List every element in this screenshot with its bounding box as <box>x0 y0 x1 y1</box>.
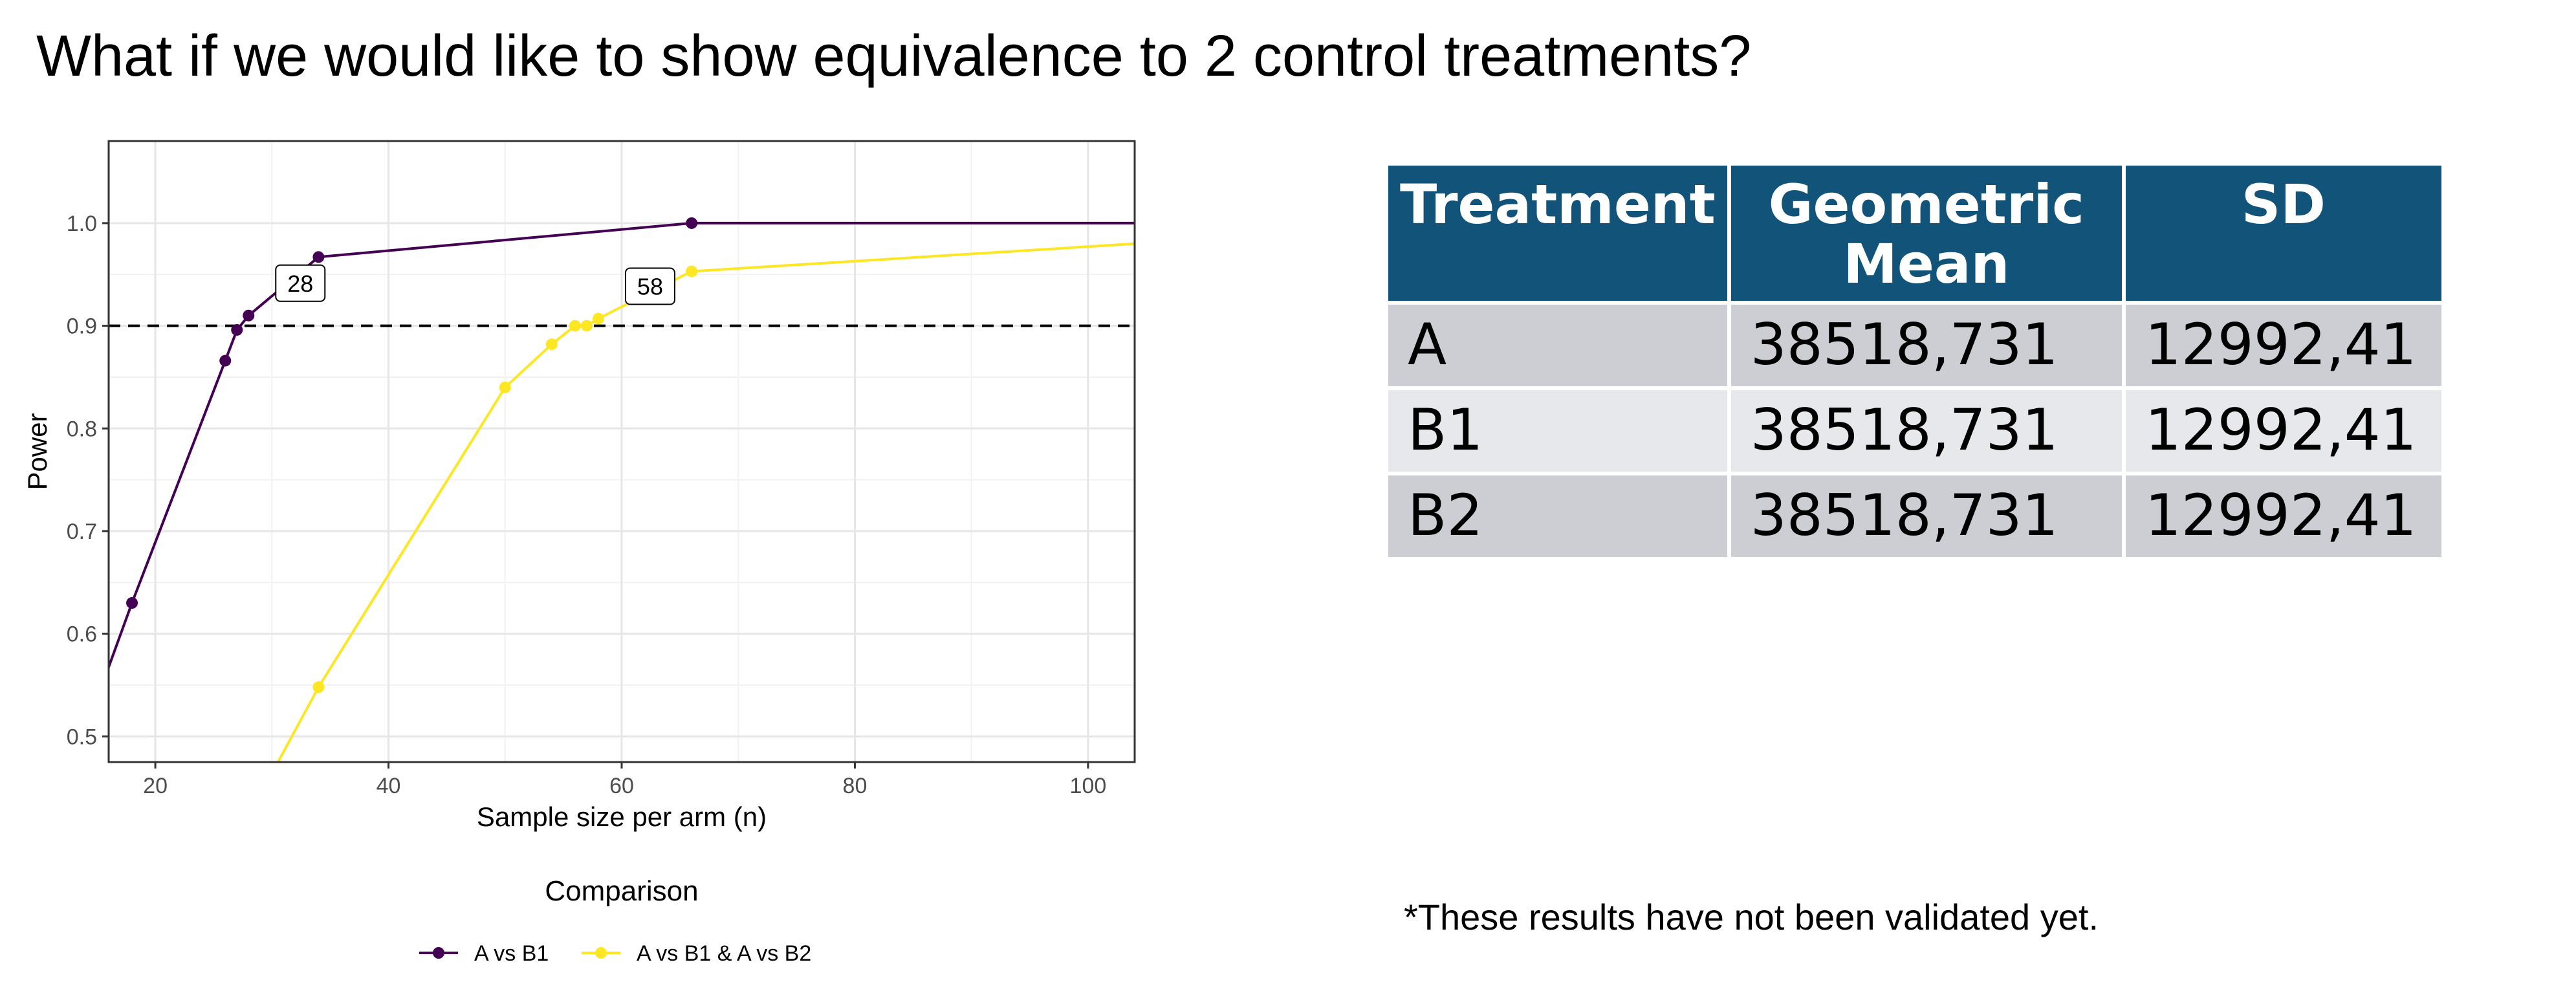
cell-treatment: A <box>1384 300 1731 390</box>
cell-geometric-mean: 38518,731 <box>1727 300 2126 390</box>
point-label: 28 <box>287 270 313 297</box>
x-tick-label: 80 <box>843 774 868 798</box>
y-tick-label: 0.8 <box>67 417 97 441</box>
series-line-1 <box>109 221 1135 671</box>
series-1-point <box>231 323 243 336</box>
y-tick-label: 0.9 <box>67 314 97 339</box>
table-row: A 38518,731 12992,41 <box>1384 300 2446 390</box>
series-2-point <box>580 320 593 332</box>
cell-geometric-mean: 38518,731 <box>1727 386 2126 475</box>
series-2-point <box>499 381 511 393</box>
y-axis-title: Power <box>22 413 52 490</box>
x-tick-label: 20 <box>143 774 168 798</box>
header-geometric-mean: Geometric Mean <box>1727 162 2126 305</box>
point-label-box <box>275 264 326 302</box>
table-header-row: Treatment Geometric Mean SD <box>1384 162 2446 305</box>
series-2-point <box>686 265 698 278</box>
cell-treatment: B1 <box>1384 386 1731 475</box>
treatment-table: Treatment Geometric Mean SD A 38518,731 … <box>1384 162 2446 561</box>
header-sd: SD <box>2121 162 2446 305</box>
header-treatment: Treatment <box>1384 162 1731 305</box>
x-tick-label: 60 <box>609 774 634 798</box>
series-2-point <box>592 312 604 325</box>
cell-sd: 12992,41 <box>2121 300 2446 390</box>
slide-title: What if we would like to show equivalenc… <box>36 24 1752 89</box>
point-label: 58 <box>637 274 663 300</box>
legend-key-point <box>595 947 607 959</box>
series-2-point <box>569 320 581 332</box>
legend-key-point <box>433 947 444 959</box>
footnote: *These results have not been validated y… <box>1404 897 2099 937</box>
point-labels: 28 58 <box>275 264 675 305</box>
cell-geometric-mean: 38518,731 <box>1727 471 2126 561</box>
cell-sd: 12992,41 <box>2121 471 2446 561</box>
legend: A vs B1 A vs B1 & A vs B2 <box>419 941 811 966</box>
power-chart: 28 58 20 40 60 80 100 0.5 0.6 0.7 0.8 0.9 1.0 Sampl… <box>22 140 1136 966</box>
cell-sd: 12992,41 <box>2121 386 2446 475</box>
x-axis-title: Sample size per arm (n) <box>477 802 767 832</box>
table-row: B1 38518,731 12992,41 <box>1384 386 2446 475</box>
axis-ticks: 20 40 60 80 100 0.5 0.6 0.7 0.8 0.9 1.0 <box>67 212 1107 798</box>
x-tick-label: 40 <box>377 774 401 798</box>
legend-label-1: A vs B1 <box>474 941 549 966</box>
legend-title: Comparison <box>545 875 698 907</box>
series-2-point <box>545 338 558 351</box>
point-label-box <box>624 267 675 305</box>
table-row: B2 38518,731 12992,41 <box>1384 471 2446 561</box>
x-tick-label: 100 <box>1070 774 1107 798</box>
legend-label-2: A vs B1 & A vs B2 <box>637 941 811 966</box>
series-1-point <box>243 309 255 322</box>
y-tick-label: 0.6 <box>67 622 97 647</box>
cell-treatment: B2 <box>1384 471 1731 561</box>
series-1-point <box>126 597 138 609</box>
series-1-point <box>312 251 325 263</box>
series-1-point <box>219 355 232 367</box>
y-tick-label: 0.5 <box>67 725 97 749</box>
y-tick-label: 0.7 <box>67 519 97 544</box>
series-2-point <box>312 681 325 693</box>
series-1-point <box>686 217 698 229</box>
y-tick-label: 1.0 <box>67 212 97 236</box>
